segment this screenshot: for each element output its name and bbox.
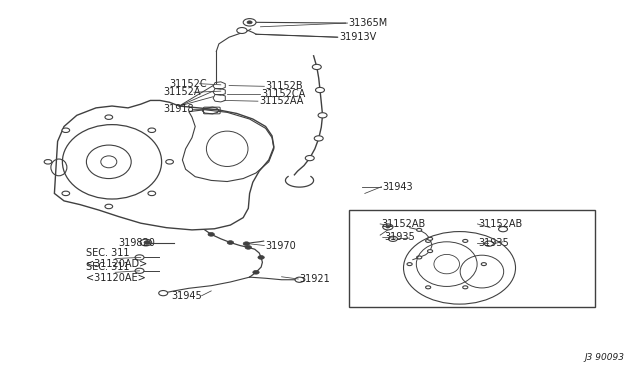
Circle shape bbox=[463, 286, 468, 289]
Circle shape bbox=[426, 240, 431, 243]
Circle shape bbox=[62, 191, 70, 196]
Circle shape bbox=[312, 64, 321, 70]
Text: 31365M: 31365M bbox=[349, 18, 388, 28]
Circle shape bbox=[463, 240, 468, 243]
Bar bbox=[349, 210, 595, 307]
Text: SEC. 311
<31120AE>: SEC. 311 <31120AE> bbox=[86, 262, 146, 283]
Circle shape bbox=[314, 136, 323, 141]
Circle shape bbox=[135, 255, 144, 260]
Circle shape bbox=[481, 263, 486, 266]
Text: SEC. 311
<31120AD>: SEC. 311 <31120AD> bbox=[86, 248, 148, 269]
Circle shape bbox=[428, 237, 433, 240]
Text: 31152A: 31152A bbox=[163, 87, 201, 97]
Text: 31913V: 31913V bbox=[339, 32, 376, 42]
Circle shape bbox=[227, 241, 234, 244]
Text: 319820: 319820 bbox=[118, 238, 156, 247]
Circle shape bbox=[144, 241, 150, 244]
Circle shape bbox=[383, 224, 393, 230]
Circle shape bbox=[140, 239, 152, 246]
Text: 31945: 31945 bbox=[172, 291, 202, 301]
Text: 31918: 31918 bbox=[163, 105, 194, 114]
Circle shape bbox=[166, 160, 173, 164]
Text: 31152AB: 31152AB bbox=[479, 219, 523, 229]
Circle shape bbox=[407, 263, 412, 266]
Text: J3 90093: J3 90093 bbox=[584, 353, 624, 362]
Circle shape bbox=[243, 242, 250, 246]
Circle shape bbox=[316, 87, 324, 93]
Circle shape bbox=[428, 250, 433, 253]
Circle shape bbox=[208, 232, 214, 236]
Circle shape bbox=[247, 21, 252, 24]
Circle shape bbox=[426, 286, 431, 289]
Text: 31152C: 31152C bbox=[170, 79, 207, 89]
Text: 31935: 31935 bbox=[384, 232, 415, 242]
Circle shape bbox=[253, 270, 259, 274]
Circle shape bbox=[245, 246, 252, 249]
Text: 31921: 31921 bbox=[300, 274, 330, 284]
Circle shape bbox=[105, 115, 113, 119]
Circle shape bbox=[417, 256, 422, 259]
Circle shape bbox=[237, 28, 247, 33]
Circle shape bbox=[295, 277, 304, 282]
Text: 31935: 31935 bbox=[479, 238, 509, 247]
Circle shape bbox=[305, 155, 314, 161]
Text: 31152AB: 31152AB bbox=[381, 219, 426, 229]
Circle shape bbox=[318, 113, 327, 118]
Circle shape bbox=[243, 19, 256, 26]
Circle shape bbox=[388, 236, 397, 241]
Circle shape bbox=[44, 160, 52, 164]
Text: 31970: 31970 bbox=[266, 241, 296, 250]
Text: 31152CA: 31152CA bbox=[261, 89, 305, 99]
Circle shape bbox=[135, 268, 144, 273]
Circle shape bbox=[105, 204, 113, 209]
Circle shape bbox=[499, 227, 508, 232]
Circle shape bbox=[417, 228, 422, 231]
Text: 31152AA: 31152AA bbox=[259, 96, 303, 106]
Circle shape bbox=[148, 191, 156, 196]
Circle shape bbox=[258, 256, 264, 259]
Circle shape bbox=[484, 241, 493, 246]
Circle shape bbox=[62, 128, 70, 132]
Circle shape bbox=[386, 226, 390, 228]
Circle shape bbox=[159, 291, 168, 296]
Text: 31152B: 31152B bbox=[266, 81, 303, 91]
Text: 31943: 31943 bbox=[383, 182, 413, 192]
Circle shape bbox=[148, 128, 156, 132]
